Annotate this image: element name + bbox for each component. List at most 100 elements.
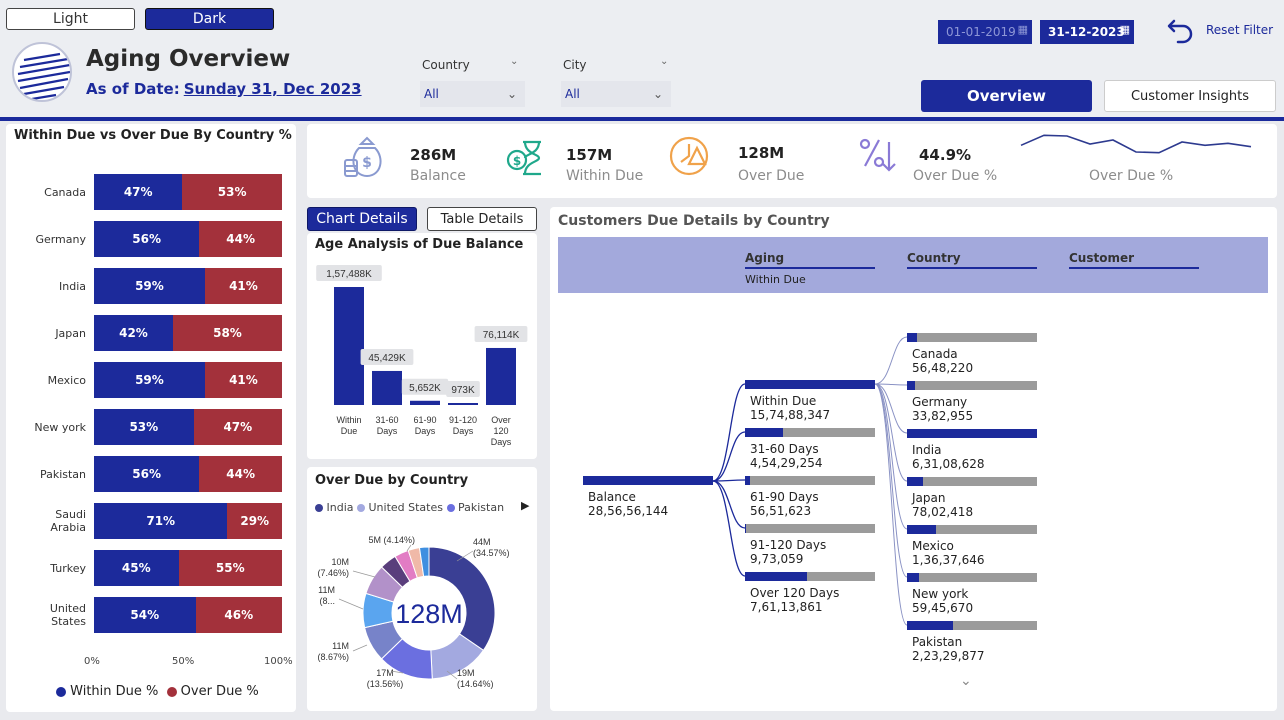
over-due-bar[interactable]: 53% xyxy=(182,174,282,210)
country-node-bar[interactable] xyxy=(907,621,1037,630)
country-node-fill xyxy=(907,333,918,342)
age-category-label: Days xyxy=(491,437,512,447)
aging-node-bar[interactable] xyxy=(745,476,875,485)
country-node-bar[interactable] xyxy=(907,477,1037,486)
over-due-bar[interactable]: 46% xyxy=(195,597,282,633)
over-due-bar[interactable]: 41% xyxy=(204,362,282,398)
over-due-bar[interactable]: 29% xyxy=(227,503,282,539)
customer-insights-tab[interactable]: Customer Insights xyxy=(1104,80,1276,112)
light-theme-button[interactable]: Light xyxy=(6,8,135,30)
within-due-bar[interactable]: 42% xyxy=(94,315,173,351)
tree-node-label: Mexico xyxy=(912,539,954,553)
chevron-down-icon: ⌄ xyxy=(652,87,663,101)
age-bar[interactable] xyxy=(448,403,478,405)
aging-node: Over 120 Days 7,61,13,861 xyxy=(750,586,839,614)
age-bar[interactable] xyxy=(410,400,440,405)
country-bar-row[interactable]: United States 54% 46% xyxy=(20,597,292,633)
over-due-bar[interactable]: 47% xyxy=(193,409,282,445)
aging-node-bar[interactable] xyxy=(745,572,875,581)
country-bar-row[interactable]: Turkey 45% 55% xyxy=(20,550,292,586)
hourglass-money-icon: $ xyxy=(506,140,541,176)
within-due-bar[interactable]: 59% xyxy=(94,362,205,398)
over-due-bar[interactable]: 44% xyxy=(199,456,282,492)
country-filter-value: All xyxy=(424,87,439,101)
start-date-input[interactable]: 01-01-2019 ▦ xyxy=(938,20,1032,44)
within-due-bar[interactable]: 56% xyxy=(94,221,200,257)
country-bar-row[interactable]: Mexico 59% 41% xyxy=(20,362,292,398)
country-bar-row[interactable]: Pakistan 56% 44% xyxy=(20,456,292,492)
country-column-header[interactable]: Country xyxy=(907,251,961,265)
tree-node-label: Within Due xyxy=(750,394,817,408)
age-category-label: Days xyxy=(415,426,436,436)
tree-node-value: 7,61,13,861 xyxy=(750,600,823,614)
country-filter-dropdown[interactable]: All ⌄ xyxy=(420,81,525,107)
country-node-bar[interactable] xyxy=(907,381,1037,390)
within-due-bar[interactable]: 54% xyxy=(94,597,196,633)
country-bar-track: 59% 41% xyxy=(94,362,282,398)
country-bar-row[interactable]: Saudi Arabia 71% 29% xyxy=(20,503,292,539)
table-details-tab[interactable]: Table Details xyxy=(427,207,537,231)
tree-root-bar[interactable] xyxy=(583,476,713,485)
end-date-input[interactable]: 31-12-2023 ▦ xyxy=(1040,20,1134,44)
age-bar[interactable] xyxy=(486,347,516,405)
city-filter-dropdown[interactable]: All ⌄ xyxy=(561,81,671,107)
country-bar-row[interactable]: India 59% 41% xyxy=(20,268,292,304)
legend-marker xyxy=(315,504,323,512)
within-due-bar[interactable]: 47% xyxy=(94,174,183,210)
legend-marker xyxy=(357,504,365,512)
sparkline-line xyxy=(1020,134,1252,154)
age-category-label: Due xyxy=(341,426,358,436)
country-node-bar[interactable] xyxy=(907,525,1037,534)
chart-details-tab[interactable]: Chart Details xyxy=(307,207,417,231)
aging-column-header[interactable]: Aging xyxy=(745,251,785,265)
country-bar-track: 42% 58% xyxy=(94,315,282,351)
country-node-bar[interactable] xyxy=(907,573,1037,582)
within-due-bar[interactable]: 71% xyxy=(94,503,228,539)
page-title: Aging Overview xyxy=(86,46,291,72)
within-due-bar[interactable]: 56% xyxy=(94,456,200,492)
chevron-down-icon[interactable]: ⌄ xyxy=(510,56,519,67)
over-due-bar[interactable]: 44% xyxy=(199,221,282,257)
within-due-bar[interactable]: 59% xyxy=(94,268,205,304)
aging-node-bar[interactable] xyxy=(745,524,875,533)
kpi-overdue-label: Over Due xyxy=(738,168,805,184)
age-bar[interactable] xyxy=(372,370,402,405)
donut-slice[interactable] xyxy=(428,546,496,652)
over-due-bar[interactable]: 41% xyxy=(204,268,282,304)
over-due-bar[interactable]: 55% xyxy=(178,550,282,586)
country-node-fill xyxy=(907,381,915,390)
age-category-label: 91-120 xyxy=(449,415,477,425)
country-due-chart-card: Within Due vs Over Due By Country % Cana… xyxy=(6,124,296,712)
aging-node-bar[interactable] xyxy=(745,380,875,389)
scroll-down-chevron-icon[interactable]: ⌄ xyxy=(960,673,972,689)
country-node-bar[interactable] xyxy=(907,429,1037,438)
country-node: New york 59,45,670 xyxy=(912,587,973,615)
donut-slice[interactable] xyxy=(418,546,430,577)
tree-node-label: 61-90 Days xyxy=(750,490,819,504)
country-bar-row[interactable]: New york 53% 47% xyxy=(20,409,292,445)
country-node-bar[interactable] xyxy=(907,333,1037,342)
tree-node-label: Over 120 Days xyxy=(750,586,840,600)
kpi-within-value: 157M xyxy=(566,146,613,164)
donut-leader-line xyxy=(352,644,368,652)
age-bar[interactable] xyxy=(334,287,364,405)
country-bar-row[interactable]: Canada 47% 53% xyxy=(20,174,292,210)
country-bar-row[interactable]: Germany 56% 44% xyxy=(20,221,292,257)
calendar-icon: ▦ xyxy=(1017,23,1028,36)
chevron-down-icon[interactable]: ⌄ xyxy=(660,56,669,67)
tree-node-label: Canada xyxy=(912,347,958,361)
aging-node-bar[interactable] xyxy=(745,428,875,437)
overview-tab[interactable]: Overview xyxy=(921,80,1092,112)
country-bar-row[interactable]: Japan 42% 58% xyxy=(20,315,292,351)
dark-theme-button[interactable]: Dark xyxy=(145,8,274,30)
reset-filter-button[interactable]: Reset Filter xyxy=(1166,14,1278,46)
over-due-bar[interactable]: 58% xyxy=(172,315,282,351)
age-category-label: Days xyxy=(453,426,474,436)
customer-column-header[interactable]: Customer xyxy=(1069,251,1135,265)
legend-next-arrow-icon[interactable]: ▶ xyxy=(521,499,530,512)
donut-leader-line xyxy=(352,570,376,578)
within-due-bar[interactable]: 45% xyxy=(94,550,179,586)
tree-node-value: 9,73,059 xyxy=(750,552,804,566)
within-due-bar[interactable]: 53% xyxy=(94,409,194,445)
country-bar-track: 71% 29% xyxy=(94,503,282,539)
